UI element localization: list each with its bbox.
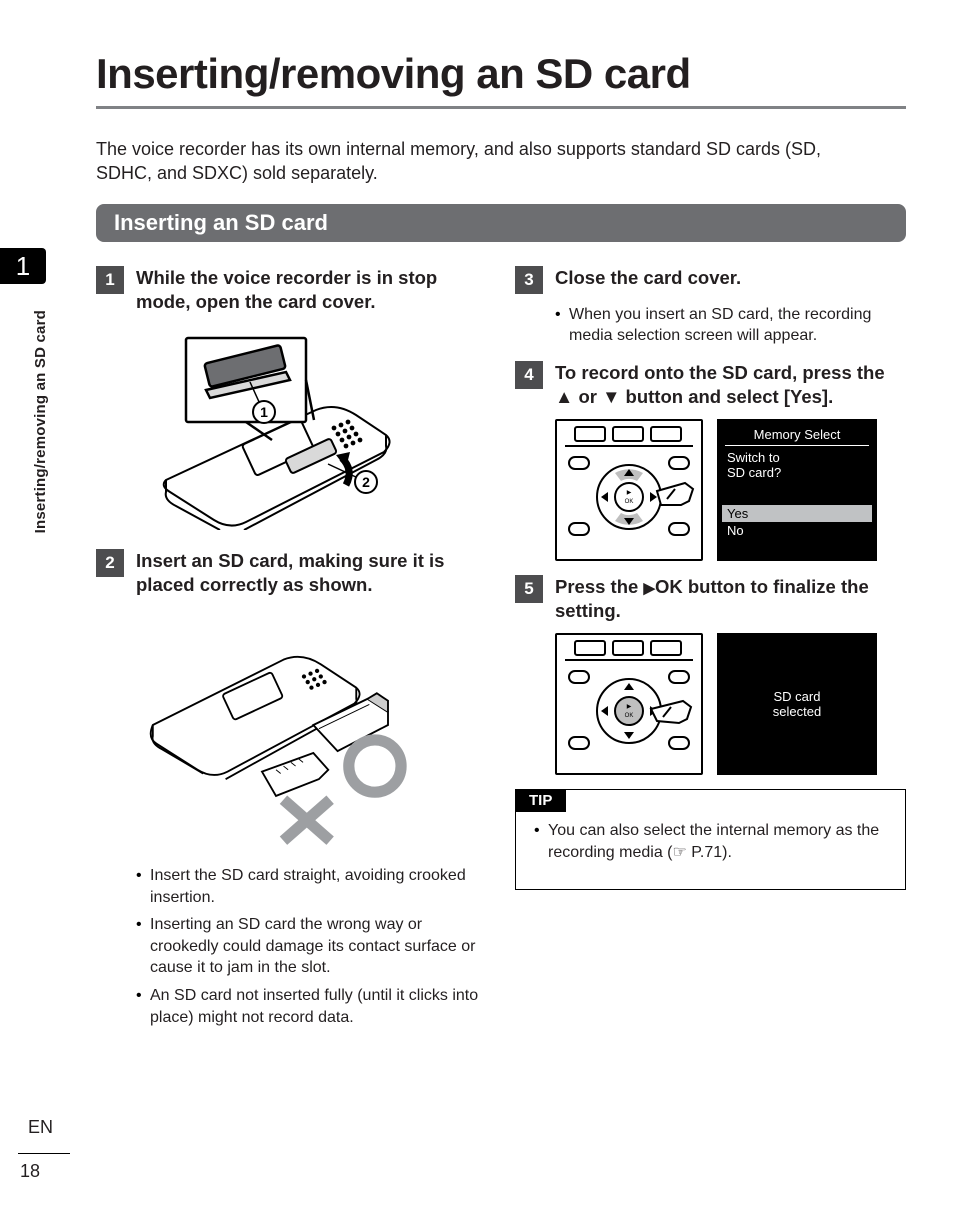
incorrect-mark-icon: [283, 799, 330, 840]
callout-1: 1: [260, 404, 268, 420]
page-title: Inserting/removing an SD card: [96, 50, 954, 98]
step-3: 3 Close the card cover.: [515, 266, 906, 294]
bullet: Insert the SD card straight, avoiding cr…: [136, 865, 487, 908]
text: To record onto the SD card, press the: [555, 362, 885, 383]
step-number: 3: [515, 266, 543, 294]
side-page-label: Inserting/removing an SD card: [32, 310, 49, 533]
step-4: 4 To record onto the SD card, press the …: [515, 361, 906, 409]
tip-text: You can also select the internal memory …: [534, 820, 891, 863]
text: Press the: [555, 576, 643, 597]
screen-line: selected: [773, 704, 821, 719]
up-triangle-icon: ▲: [555, 386, 573, 407]
illustration-insert-card: [136, 613, 416, 846]
step-number: 2: [96, 549, 124, 577]
screen-line: SD card: [774, 689, 821, 704]
bullet: Inserting an SD card the wrong way or cr…: [136, 914, 487, 979]
illustration-open-cover: 1 2: [136, 330, 416, 530]
device-screen-memory-select: Memory Select Switch to SD card? Yes No: [717, 419, 877, 561]
step-3-bullets: When you insert an SD card, the recordin…: [555, 304, 906, 347]
step-number: 1: [96, 266, 124, 294]
text: button and select [: [620, 386, 790, 407]
intro-paragraph: The voice recorder has its own internal …: [96, 137, 858, 186]
svg-text:▶: ▶: [627, 704, 632, 710]
content-columns: 1 While the voice recorder is in stop mo…: [96, 266, 906, 1043]
down-triangle-icon: ▼: [602, 386, 620, 407]
illustration-sd-selected: ▶ OK SD card selected: [555, 633, 906, 775]
device-screen-confirm: SD card selected: [717, 633, 877, 775]
screen-line: Switch to: [727, 450, 867, 465]
svg-text:OK: OK: [625, 713, 634, 719]
step-title: While the voice recorder is in stop mode…: [136, 266, 487, 314]
text: or: [573, 386, 602, 407]
step-title: Close the card cover.: [555, 266, 741, 294]
step-title: To record onto the SD card, press the ▲ …: [555, 361, 906, 409]
screen-line: SD card?: [727, 465, 867, 480]
title-rule: [96, 106, 906, 109]
step-title: Press the ▶OK button to finalize the set…: [555, 575, 906, 623]
play-triangle-icon: ▶: [643, 580, 655, 597]
right-column: 3 Close the card cover. When you insert …: [515, 266, 906, 1043]
step-5: 5 Press the ▶OK button to finalize the s…: [515, 575, 906, 623]
tip-label: TIP: [515, 789, 566, 812]
illustration-memory-select: ▶ OK: [555, 419, 906, 561]
chapter-number: 1: [16, 251, 30, 282]
device-control-panel: ▶ OK: [555, 419, 703, 561]
footer-rule: [18, 1153, 70, 1155]
step-1: 1 While the voice recorder is in stop mo…: [96, 266, 487, 314]
footer-page-number: 18: [20, 1161, 40, 1182]
device-control-panel: ▶ OK: [555, 633, 703, 775]
left-column: 1 While the voice recorder is in stop mo…: [96, 266, 487, 1043]
svg-text:OK: OK: [625, 499, 634, 505]
step-number: 4: [515, 361, 543, 389]
screen-option-selected: Yes: [722, 505, 872, 522]
text-yes: Yes: [790, 386, 822, 407]
tip-box: TIP You can also select the internal mem…: [515, 789, 906, 890]
screen-title: Memory Select: [754, 427, 841, 442]
screen-option: No: [727, 523, 744, 538]
text: ].: [822, 386, 833, 407]
svg-text:▶: ▶: [627, 490, 632, 496]
text-ok: OK: [655, 576, 683, 597]
section-heading: Inserting an SD card: [96, 204, 906, 242]
correct-mark-icon: [349, 740, 401, 792]
bullet: When you insert an SD card, the recordin…: [555, 304, 906, 347]
step-2-bullets: Insert the SD card straight, avoiding cr…: [136, 865, 487, 1028]
bullet: An SD card not inserted fully (until it …: [136, 985, 487, 1028]
footer-language: EN: [28, 1117, 53, 1138]
chapter-tab: 1: [0, 248, 46, 284]
step-2: 2 Insert an SD card, making sure it is p…: [96, 549, 487, 597]
callout-2: 2: [362, 474, 370, 490]
step-title: Insert an SD card, making sure it is pla…: [136, 549, 487, 597]
step-number: 5: [515, 575, 543, 603]
